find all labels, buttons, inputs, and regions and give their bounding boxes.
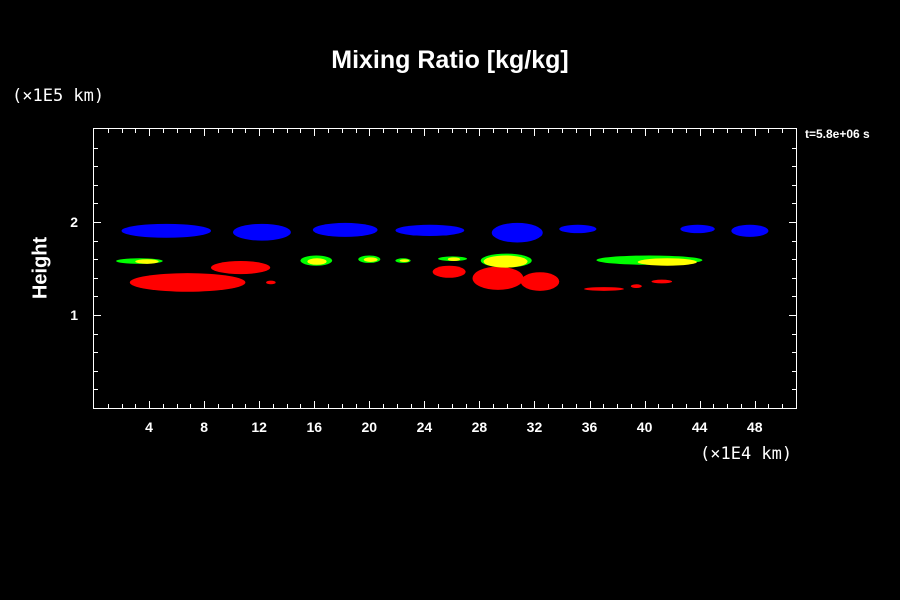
y-tick-label: 2 [70,214,78,230]
region-blue-7 [731,224,769,237]
x-tick-label: 24 [417,419,433,435]
region-red-16 [651,279,673,284]
region-red-9 [211,261,271,275]
time-label: t=5.8e+06 s [805,127,870,141]
region-yellow-22 [363,257,378,262]
region-red-8 [129,273,246,292]
region-red-15 [630,284,642,289]
region-yellow-20 [307,258,327,265]
x-tick-label: 32 [527,419,543,435]
x-tick-label: 48 [747,419,763,435]
x-tick-label: 20 [362,419,378,435]
x-tick-label: 12 [251,419,267,435]
x-tick-label: 8 [200,419,208,435]
region-blue-5 [559,224,597,234]
chart-title: Mixing Ratio [kg/kg] [331,46,569,74]
region-red-10 [266,280,276,285]
x-tick-label: 28 [472,419,488,435]
region-blue-0 [121,223,211,238]
x-tick-label: 16 [306,419,322,435]
region-yellow-18 [135,259,159,264]
region-red-11 [432,265,466,278]
region-yellow-30 [637,258,697,266]
region-red-13 [520,272,560,291]
x-tick-label: 4 [145,419,153,435]
x-tick-label: 40 [637,419,653,435]
plot-frame [93,128,797,409]
data-regions [116,222,769,292]
region-yellow-24 [399,259,410,262]
region-blue-2 [312,222,378,237]
y-tick-label: 1 [70,307,78,323]
region-blue-1 [233,223,291,241]
axis-ticks [94,129,796,408]
x-tick-label: 36 [582,419,598,435]
x-tick-label: 44 [692,419,708,435]
region-yellow-26 [447,257,461,262]
x-tick-labels: 4 8 12 16 20 24 28 32 36 40 44 48 [145,419,763,435]
region-blue-4 [491,222,543,243]
region-red-12 [472,266,524,290]
region-blue-6 [680,224,715,234]
x-scale-label: (×1E4 km) [700,444,793,464]
region-red-14 [584,287,624,291]
region-yellow-28 [483,255,528,268]
region-blue-3 [395,224,465,236]
y-tick-labels: 12 [70,214,78,323]
y-scale-label: (×1E5 km) [12,86,105,106]
